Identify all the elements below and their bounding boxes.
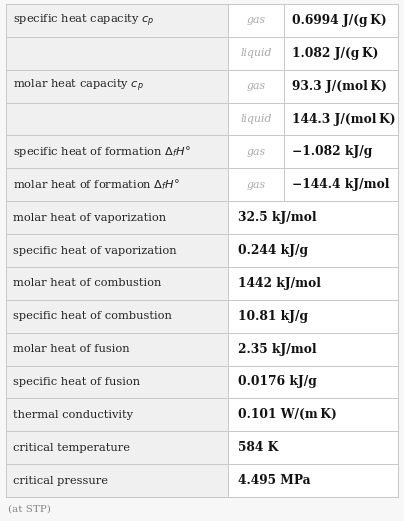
Text: molar heat of fusion: molar heat of fusion <box>13 344 130 354</box>
Text: specific heat of formation $\Delta_f H$°: specific heat of formation $\Delta_f H$° <box>13 144 191 159</box>
Text: molar heat of combustion: molar heat of combustion <box>13 278 161 288</box>
Text: critical pressure: critical pressure <box>13 476 108 486</box>
Text: 93.3 J/(mol K): 93.3 J/(mol K) <box>292 80 387 93</box>
Text: 1442 kJ/mol: 1442 kJ/mol <box>238 277 321 290</box>
Text: −1.082 kJ/g: −1.082 kJ/g <box>292 145 372 158</box>
Text: gas: gas <box>246 16 265 26</box>
Text: 0.244 kJ/g: 0.244 kJ/g <box>238 244 308 257</box>
Text: molar heat of vaporization: molar heat of vaporization <box>13 213 166 222</box>
Text: 32.5 kJ/mol: 32.5 kJ/mol <box>238 211 317 224</box>
Bar <box>6 366 228 399</box>
Text: gas: gas <box>246 180 265 190</box>
Text: molar heat of formation $\Delta_f H$°: molar heat of formation $\Delta_f H$° <box>13 177 180 192</box>
Text: 0.101 W/(m K): 0.101 W/(m K) <box>238 408 337 421</box>
Text: specific heat of combustion: specific heat of combustion <box>13 311 172 321</box>
Bar <box>6 4 228 37</box>
Text: specific heat of fusion: specific heat of fusion <box>13 377 140 387</box>
Text: gas: gas <box>246 81 265 91</box>
Bar <box>6 37 228 70</box>
Bar <box>6 103 228 135</box>
Text: gas: gas <box>246 147 265 157</box>
Text: thermal conductivity: thermal conductivity <box>13 410 133 420</box>
Bar <box>6 234 228 267</box>
Bar <box>6 300 228 333</box>
Bar <box>6 267 228 300</box>
Text: molar heat capacity $c_p$: molar heat capacity $c_p$ <box>13 78 144 94</box>
Text: 144.3 J/(mol K): 144.3 J/(mol K) <box>292 113 396 126</box>
Text: 2.35 kJ/mol: 2.35 kJ/mol <box>238 343 317 356</box>
Text: 0.6994 J/(g K): 0.6994 J/(g K) <box>292 14 387 27</box>
Bar <box>6 399 228 431</box>
Text: 4.495 MPa: 4.495 MPa <box>238 474 311 487</box>
Text: 1.082 J/(g K): 1.082 J/(g K) <box>292 47 379 60</box>
Text: 10.81 kJ/g: 10.81 kJ/g <box>238 309 308 322</box>
Text: (at STP): (at STP) <box>8 505 51 514</box>
Text: liquid: liquid <box>240 114 272 124</box>
Bar <box>6 70 228 103</box>
Bar <box>6 333 228 366</box>
Text: 0.0176 kJ/g: 0.0176 kJ/g <box>238 376 317 389</box>
Bar <box>6 135 228 168</box>
Bar <box>6 201 228 234</box>
Text: 584 K: 584 K <box>238 441 278 454</box>
Text: liquid: liquid <box>240 48 272 58</box>
Bar <box>6 431 228 464</box>
Text: specific heat capacity $c_p$: specific heat capacity $c_p$ <box>13 12 155 29</box>
Bar <box>6 464 228 497</box>
Text: critical temperature: critical temperature <box>13 443 130 453</box>
Bar <box>6 168 228 201</box>
Text: −144.4 kJ/mol: −144.4 kJ/mol <box>292 178 389 191</box>
Text: specific heat of vaporization: specific heat of vaporization <box>13 245 177 255</box>
